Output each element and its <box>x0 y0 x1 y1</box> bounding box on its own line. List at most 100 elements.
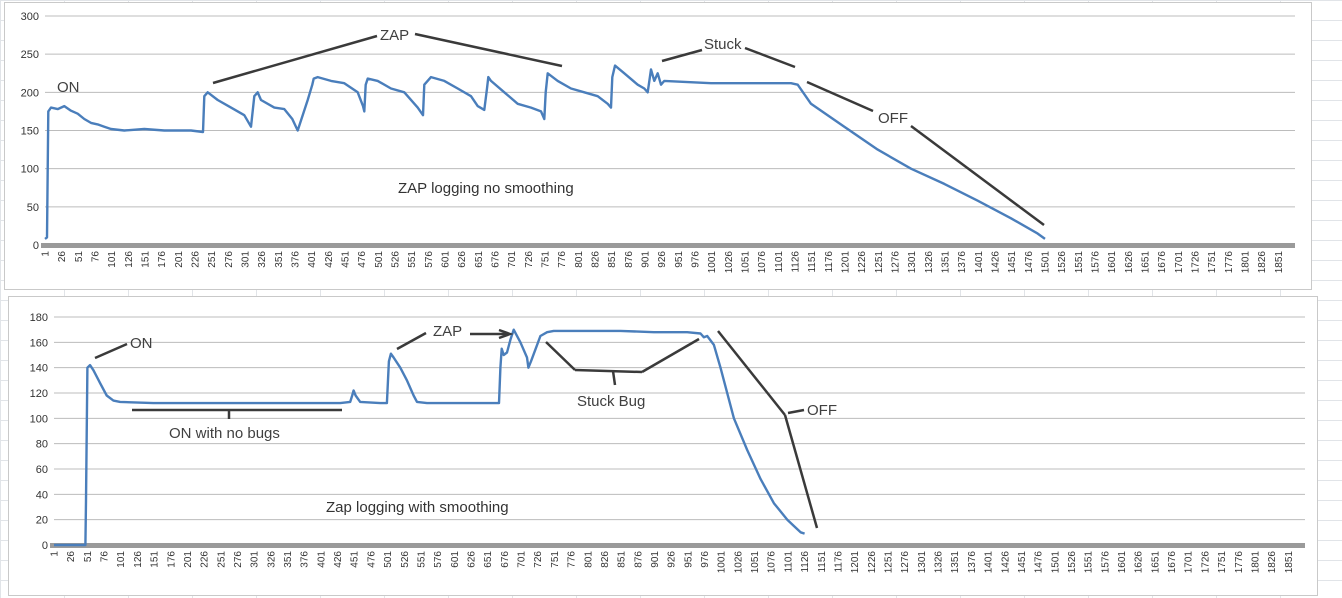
x-tick-label: 26 <box>57 251 68 263</box>
x-tick-label: 51 <box>83 551 94 563</box>
y-tick-label: 0 <box>33 240 39 252</box>
x-tick-label: 1301 <box>917 551 928 574</box>
x-tick-label: 601 <box>450 551 461 568</box>
annotation-on: ON <box>57 79 80 96</box>
chart-2-gridlines <box>54 316 1305 521</box>
x-tick-label: 501 <box>374 251 385 268</box>
chart-1-series <box>44 64 1046 240</box>
x-tick-label: 1326 <box>924 251 935 274</box>
x-tick-label: 551 <box>416 551 427 568</box>
x-tick-label: 1101 <box>783 551 794 573</box>
x-tick-label: 626 <box>457 251 468 268</box>
x-tick-label: 876 <box>633 551 644 568</box>
x-tick-label: 1751 <box>1207 251 1218 274</box>
x-tick-label: 301 <box>250 551 261 568</box>
y-tick-label: 20 <box>36 515 48 527</box>
annotation-off: OFF <box>878 110 908 127</box>
x-tick-label: 1351 <box>941 251 952 274</box>
x-tick-label: 151 <box>141 251 152 268</box>
x-tick-label: 1226 <box>867 551 878 574</box>
x-tick-label: 1751 <box>1217 551 1228 574</box>
chart-zap-with-smoothing[interactable]: 0 20 40 60 80 100 120 140 160 180 1 26 51 76 101 126 15… <box>8 296 1318 596</box>
y-tick-label: 100 <box>21 164 39 176</box>
x-tick-label: 1426 <box>991 251 1002 274</box>
x-tick-label: 626 <box>467 551 478 568</box>
x-tick-label: 1276 <box>900 551 911 574</box>
x-tick-label: 1701 <box>1184 551 1195 574</box>
y-tick-label: 0 <box>42 540 48 552</box>
x-tick-label: 801 <box>583 551 594 568</box>
x-tick-label: 1476 <box>1034 551 1045 574</box>
x-tick-label: 901 <box>650 551 661 568</box>
y-tick-label: 250 <box>21 49 39 61</box>
chart-2-series <box>54 328 805 547</box>
x-tick-label: 1501 <box>1050 551 1061 574</box>
x-tick-label: 1776 <box>1224 251 1235 274</box>
chart-1-x-ticks: 1 26 51 76 101 126 151 176 201 226 251 276 301 326 351… <box>41 251 1285 274</box>
x-tick-label: 1101 <box>774 251 785 273</box>
x-tick-label: 1126 <box>800 551 811 573</box>
x-tick-label: 1401 <box>984 551 995 574</box>
x-tick-label: 1526 <box>1057 251 1068 274</box>
x-tick-label: 76 <box>100 551 111 563</box>
chart-2-y-ticks: 0 20 40 60 80 100 120 140 160 180 <box>30 312 48 552</box>
x-tick-label: 851 <box>607 251 618 268</box>
x-tick-label: 1026 <box>724 251 735 274</box>
x-tick-label: 1651 <box>1141 251 1152 274</box>
x-tick-label: 26 <box>66 551 77 563</box>
x-tick-label: 1 <box>41 251 52 257</box>
x-axis-band <box>41 243 1295 248</box>
x-tick-label: 601 <box>441 251 452 268</box>
x-tick-label: 276 <box>224 251 235 268</box>
x-tick-label: 226 <box>191 251 202 268</box>
chart-zap-no-smoothing[interactable]: 0 50 100 150 200 250 300 1 26 51 76 101 126 151 176 20… <box>4 2 1312 290</box>
y-tick-label: 80 <box>36 439 48 451</box>
x-tick-label: 326 <box>257 251 268 268</box>
x-tick-label: 676 <box>500 551 511 568</box>
y-tick-label: 150 <box>21 126 39 138</box>
y-tick-label: 100 <box>30 413 48 425</box>
x-tick-label: 526 <box>400 551 411 568</box>
x-tick-label: 676 <box>491 251 502 268</box>
chart-1-gridlines <box>45 15 1295 208</box>
x-tick-label: 776 <box>557 251 568 268</box>
x-tick-label: 451 <box>341 251 352 268</box>
y-tick-label: 200 <box>21 87 39 99</box>
x-tick-label: 276 <box>233 551 244 568</box>
x-tick-label: 301 <box>241 251 252 268</box>
x-tick-label: 176 <box>157 251 168 268</box>
annotation-zap: ZAP <box>380 27 409 44</box>
x-tick-label: 76 <box>91 251 102 263</box>
x-tick-label: 501 <box>383 551 394 568</box>
x-tick-label: 401 <box>307 251 318 268</box>
x-tick-label: 1326 <box>934 551 945 574</box>
y-tick-label: 40 <box>36 489 48 501</box>
x-tick-label: 401 <box>316 551 327 568</box>
x-tick-label: 476 <box>357 251 368 268</box>
x-tick-label: 826 <box>591 251 602 268</box>
x-tick-label: 1801 <box>1241 251 1252 274</box>
y-tick-label: 160 <box>30 337 48 349</box>
x-tick-label: 1151 <box>817 551 828 573</box>
chart-2-callout-lines <box>94 328 819 529</box>
annotation-stuck: Stuck <box>704 36 742 53</box>
x-tick-label: 1451 <box>1007 251 1018 274</box>
annotation-on-no-bugs: ON with no bugs <box>169 425 280 442</box>
x-tick-label: 151 <box>150 551 161 568</box>
annotation-stuck-bug: Stuck Bug <box>577 393 645 410</box>
x-tick-label: 201 <box>174 251 185 268</box>
chart-2-caption: Zap logging with smoothing <box>326 499 509 516</box>
x-tick-label: 126 <box>133 551 144 568</box>
x-tick-label: 1826 <box>1267 551 1278 574</box>
x-tick-label: 1726 <box>1200 551 1211 574</box>
x-tick-label: 1626 <box>1124 251 1135 274</box>
x-tick-label: 1001 <box>707 251 718 274</box>
x-tick-label: 1376 <box>967 551 978 574</box>
x-tick-label: 1176 <box>824 251 835 273</box>
x-tick-label: 351 <box>283 551 294 568</box>
x-tick-label: 1051 <box>741 251 752 274</box>
x-tick-label: 1676 <box>1157 251 1168 274</box>
x-tick-label: 1201 <box>850 551 861 574</box>
